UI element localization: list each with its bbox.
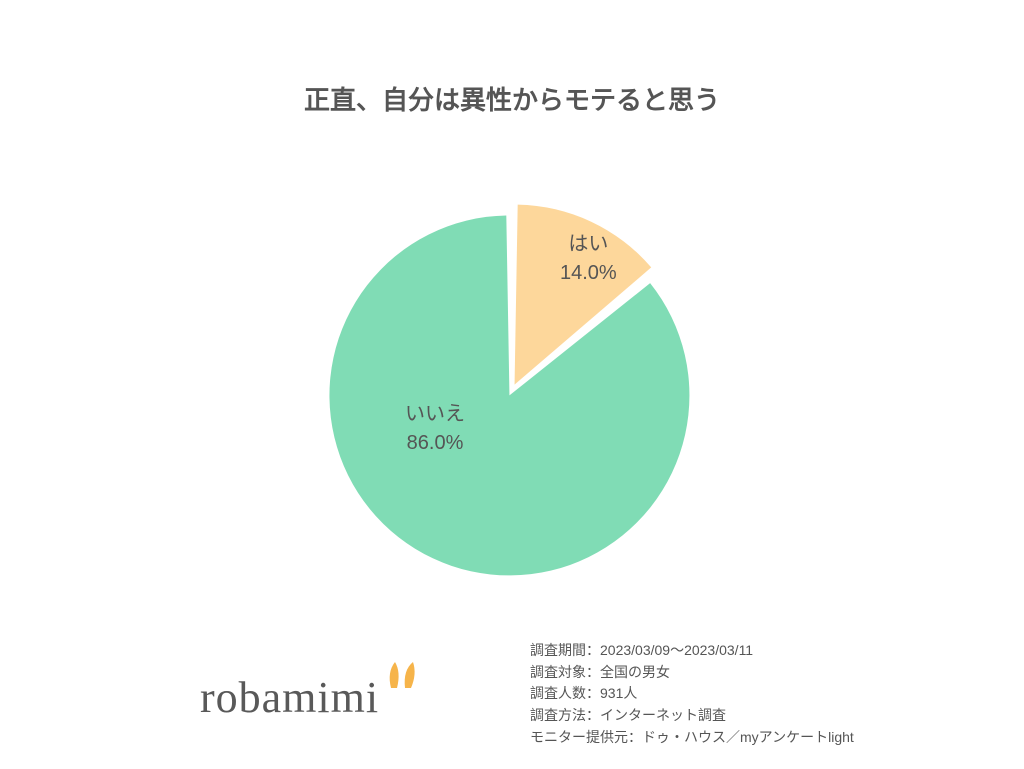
slice-label-no-pct: 86.0% xyxy=(405,429,465,458)
slice-label-yes-pct: 14.0% xyxy=(560,259,617,288)
brand-logo: robamimi xyxy=(200,660,419,723)
survey-info-line: モニター提供元：ドゥ・ハウス／myアンケートlight xyxy=(530,727,854,749)
pie-chart xyxy=(324,202,700,578)
slice-label-yes-text: はい xyxy=(560,230,617,259)
slice-label-no-text: いいえ xyxy=(405,400,465,429)
slice-label-yes: はい 14.0% xyxy=(560,230,617,288)
survey-info-line: 調査期間：2023/03/09〜2023/03/11 xyxy=(530,640,854,662)
slice-label-no: いいえ 86.0% xyxy=(405,400,465,458)
chart-title: 正直、自分は異性からモテると思う xyxy=(0,80,1024,117)
brand-logo-ears-icon xyxy=(385,660,419,695)
survey-info-line: 調査人数：931人 xyxy=(530,683,854,705)
survey-info: 調査期間：2023/03/09〜2023/03/11 調査対象：全国の男女 調査… xyxy=(530,640,854,748)
survey-info-line: 調査方法：インターネット調査 xyxy=(530,705,854,727)
survey-info-line: 調査対象：全国の男女 xyxy=(530,662,854,684)
pie-svg xyxy=(324,202,700,578)
brand-logo-text: robamimi xyxy=(200,672,379,723)
